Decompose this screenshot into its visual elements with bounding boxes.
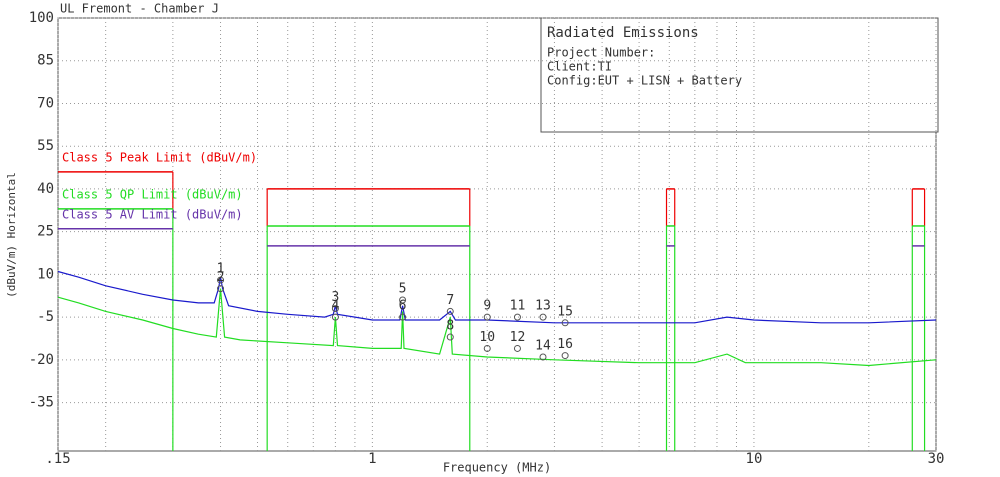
marker-label: 1 — [217, 262, 225, 277]
y-tick-label: -5 — [37, 309, 54, 325]
trace — [57, 288, 937, 367]
legend-label: Class 5 AV Limit (dBuV/m) — [62, 207, 243, 221]
chart-title: UL Fremont - Chamber J — [60, 2, 219, 16]
y-tick-label: -35 — [29, 395, 54, 411]
marker-label: 8 — [446, 319, 454, 334]
y-tick-label: 85 — [37, 53, 54, 69]
marker — [217, 285, 225, 293]
info-box — [540, 17, 939, 133]
marker — [446, 333, 454, 341]
marker — [331, 305, 339, 313]
y-tick-label: 25 — [37, 224, 54, 240]
marker-label: 6 — [399, 299, 407, 314]
x-tick-label: .15 — [45, 451, 70, 467]
marker — [561, 352, 569, 360]
marker — [331, 313, 339, 321]
marker — [483, 313, 491, 321]
marker-label: 13 — [535, 299, 551, 314]
marker-label: 4 — [331, 299, 339, 314]
legend-label: Class 5 QP Limit (dBuV/m) — [62, 187, 243, 201]
x-tick-label: 1 — [368, 451, 376, 467]
marker-label: 14 — [535, 338, 551, 353]
marker — [399, 296, 407, 304]
marker-label: 5 — [399, 282, 407, 297]
marker — [561, 319, 569, 327]
x-tick-label: 10 — [746, 451, 763, 467]
y-tick-label: 10 — [37, 266, 54, 282]
marker-label: 12 — [510, 330, 526, 345]
marker-label: 16 — [557, 337, 573, 352]
marker — [483, 344, 491, 352]
marker-label: 9 — [483, 299, 491, 314]
marker — [513, 344, 521, 352]
marker — [446, 307, 454, 315]
y-tick-label: 70 — [37, 95, 54, 111]
marker — [217, 276, 225, 284]
x-tick-label: 30 — [928, 451, 945, 467]
info-line: Config:EUT + LISN + Battery — [547, 74, 742, 88]
trace — [57, 270, 937, 324]
marker-label: 2 — [217, 270, 225, 285]
marker — [539, 353, 547, 361]
info-line: Client:TI — [547, 60, 612, 74]
y-tick-label: 40 — [37, 181, 54, 197]
marker-label: 3 — [331, 290, 339, 305]
x-axis-label: Frequency (MHz) — [443, 461, 551, 475]
marker — [513, 313, 521, 321]
legend-label: Class 5 Peak Limit (dBuV/m) — [62, 150, 257, 164]
info-title: Radiated Emissions — [547, 25, 699, 41]
marker — [399, 313, 407, 321]
info-line: Project Number: — [547, 46, 655, 60]
marker-label: 10 — [479, 330, 495, 345]
y-axis-label: (dBuV/m) Horizontal — [5, 172, 18, 298]
y-tick-label: -20 — [29, 352, 54, 368]
marker-label: 11 — [510, 299, 526, 314]
marker-label: 15 — [557, 304, 573, 319]
y-tick-label: 55 — [37, 138, 54, 154]
marker — [539, 313, 547, 321]
y-tick-label: 100 — [29, 10, 54, 26]
marker-label: 7 — [446, 293, 454, 308]
